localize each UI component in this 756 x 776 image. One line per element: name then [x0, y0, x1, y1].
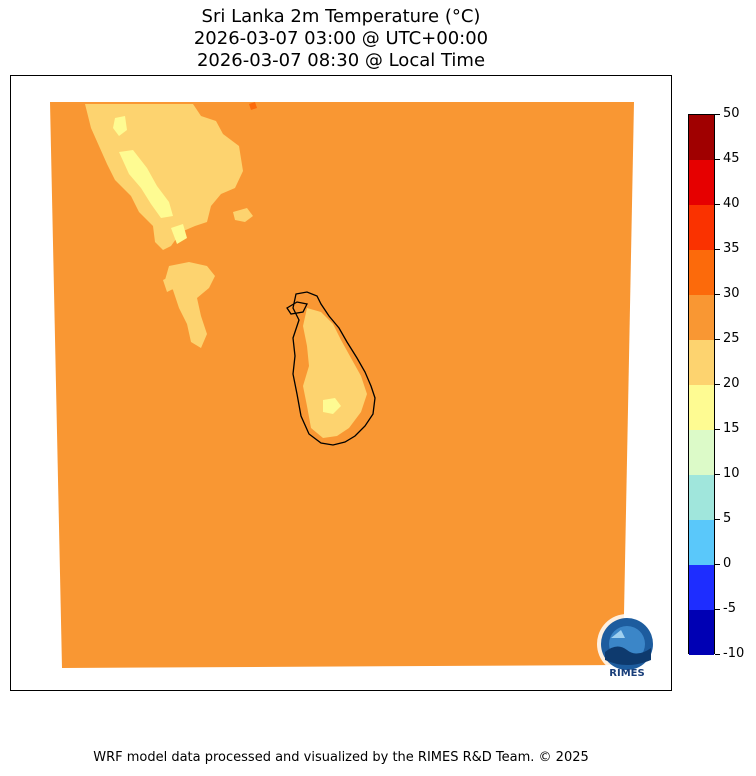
colorbar-segment — [689, 475, 714, 520]
colorbar-tick — [715, 518, 720, 520]
colorbar-bar — [688, 114, 715, 655]
colorbar-tick — [715, 383, 720, 385]
colorbar-tick — [715, 293, 720, 295]
colorbar-tick-label: 15 — [723, 421, 740, 436]
colorbar-segment — [689, 115, 714, 160]
colorbar-segment — [689, 385, 714, 430]
india-patch-20-25 — [85, 104, 243, 250]
sri-lanka-patch-15-20 — [323, 398, 341, 414]
colorbar-tick — [715, 338, 720, 340]
india-patch-20-25-small-1 — [233, 208, 253, 222]
colorbar-segment — [689, 295, 714, 340]
sri-lanka-patch-20-25 — [303, 308, 367, 438]
colorbar-tick — [715, 428, 720, 430]
colorbar-tick-label: -10 — [723, 646, 745, 661]
colorbar-tick-label: -5 — [723, 601, 736, 616]
india-patch-15-20-c — [171, 224, 187, 244]
jaffna-coastline — [286, 301, 308, 315]
india-patch-15-20-b — [119, 150, 173, 218]
india-patch-20-25-south — [165, 262, 215, 348]
colorbar-tick-label: 5 — [723, 511, 732, 526]
hot-patch-30-35 — [249, 102, 257, 110]
colorbar-tick-label: 30 — [723, 286, 740, 301]
map-title: Sri Lanka 2m Temperature (°C) 2026-03-07… — [10, 6, 672, 72]
india-patch-20-25-small-2 — [163, 276, 175, 292]
title-line-3: 2026-03-07 08:30 @ Local Time — [196, 50, 486, 71]
colorbar-tick — [715, 653, 720, 655]
colorbar-tick-label: 50 — [723, 106, 740, 121]
footer-credit: WRF model data processed and visualized … — [93, 750, 589, 765]
colorbar-tick-label: 40 — [723, 196, 740, 211]
colorbar-segment — [689, 205, 714, 250]
colorbar-segment — [689, 160, 714, 205]
temperature-map: RIMES — [50, 102, 657, 679]
colorbar-segment — [689, 340, 714, 385]
colorbar-tick-label: 0 — [723, 556, 732, 571]
colorbar-tick-label: 35 — [723, 241, 740, 256]
colorbar-tick-label: 10 — [723, 466, 740, 481]
india-patch-15-20-a — [113, 116, 127, 136]
title-line-2: 2026-03-07 03:00 @ UTC+00:00 — [193, 28, 489, 49]
colorbar-tick-label: 25 — [723, 331, 740, 346]
colorbar-tick — [715, 248, 720, 250]
colorbar-tick-label: 45 — [723, 151, 740, 166]
title-line-1: Sri Lanka 2m Temperature (°C) — [201, 6, 481, 27]
colorbar-segment — [689, 565, 714, 610]
colorbar-segment — [689, 250, 714, 295]
map-panel: RIMES — [10, 75, 672, 691]
colorbar-tick — [715, 158, 720, 160]
logo-label: RIMES — [609, 668, 644, 679]
colorbar-segment — [689, 520, 714, 565]
colorbar-tick — [715, 473, 720, 475]
colorbar-tick — [715, 563, 720, 565]
colorbar-segment — [689, 610, 714, 655]
colorbar-tick — [715, 203, 720, 205]
colorbar-tick — [715, 608, 720, 610]
colorbar-tick — [715, 113, 720, 115]
colorbar-tick-label: 20 — [723, 376, 740, 391]
rimes-logo-icon: RIMES — [597, 614, 657, 679]
colorbar-segment — [689, 430, 714, 475]
sri-lanka-coastline — [292, 291, 376, 446]
